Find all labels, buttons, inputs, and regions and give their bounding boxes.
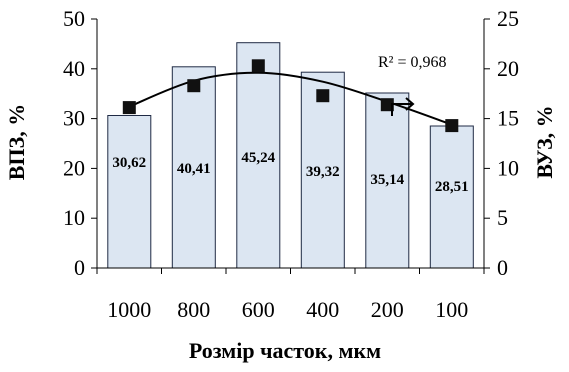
text-layer: R² = 0,968 Розмір часток, мкм ВПЗ, % ВУЗ… [4,54,557,363]
scatter-marker [445,119,459,133]
x-axis-title: Розмір часток, мкм [189,338,381,363]
bar [429,125,474,269]
scatter-marker [251,59,265,73]
y-tick-label-right: 25 [497,6,519,31]
x-tick-label: 400 [306,297,339,322]
bar [107,115,152,269]
y-tick-label-left: 10 [63,205,85,230]
bar-data-label: 30,62 [112,155,146,171]
bar-data-label: 40,41 [177,161,211,177]
x-tick-label: 1000 [107,297,151,322]
x-tick-label: 800 [177,297,210,322]
axes-layer: 0 10 20 30 40 50 0 5 10 15 20 25 1000 800 600 400 200 100 [63,6,519,322]
bar-data-label: 28,51 [435,179,469,195]
bars-layer [107,42,474,269]
scatter-marker [316,89,330,103]
y-tick-label-left: 20 [63,155,85,180]
y-tick-label-right: 5 [497,205,508,230]
labels-layer: 30,62 40,41 45,24 39,32 35,14 28,51 [112,97,469,195]
y-tick-label-right: 15 [497,106,519,131]
bar-data-label: 45,24 [241,150,275,166]
y-tick-label-right: 0 [497,255,508,280]
x-tick-label: 200 [371,297,404,322]
y-tick-label-left: 0 [74,255,85,280]
bar [300,71,345,269]
y-tick-label-left: 50 [63,6,85,31]
r2-label: R² = 0,968 [378,54,447,71]
y-tick-label-right: 10 [497,155,519,180]
x-tick-label: 600 [242,297,275,322]
y-axis-title-left: ВПЗ, % [4,104,29,180]
bar-data-label: 35,14 [370,172,404,188]
bar [171,66,216,269]
scatter-marker [187,79,201,93]
arrow-annotation [391,103,412,116]
scatter-marker [122,101,136,115]
bar [236,42,281,269]
scatter-marker [380,98,394,112]
x-tick-label: 100 [435,297,468,322]
y-axis-title-right: ВУЗ, % [532,105,557,178]
arrow-head [405,97,415,111]
y-tick-label-left: 30 [63,106,85,131]
y-tick-label-right: 20 [497,56,519,81]
bar-data-label: 39,32 [306,164,340,180]
y-tick-label-left: 40 [63,56,85,81]
markers-layer [122,59,459,133]
